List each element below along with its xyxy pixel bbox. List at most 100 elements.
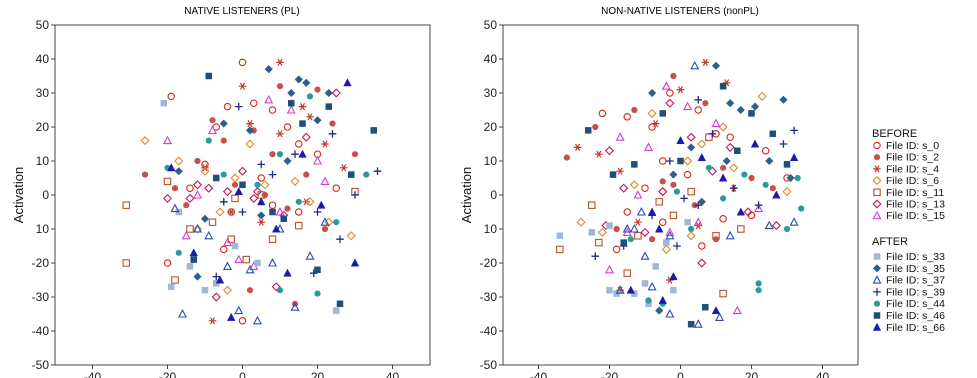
data-point bbox=[192, 224, 203, 233]
data-point bbox=[748, 110, 755, 117]
y-tick-label: 10 bbox=[36, 154, 50, 168]
data-point bbox=[631, 161, 638, 168]
data-point bbox=[683, 156, 693, 166]
data-point bbox=[556, 245, 564, 254]
series-file-id-s-4 bbox=[573, 58, 738, 294]
data-point bbox=[331, 88, 341, 98]
data-point bbox=[640, 251, 650, 260]
data-point bbox=[659, 110, 666, 117]
data-point bbox=[729, 184, 738, 192]
data-point bbox=[160, 99, 167, 107]
data-point bbox=[620, 239, 627, 246]
data-point bbox=[238, 208, 247, 216]
data-point bbox=[609, 171, 617, 178]
legend-label: File ID: s_66 bbox=[886, 322, 945, 334]
data-point bbox=[615, 132, 625, 141]
y-tick-label: 0 bbox=[490, 188, 497, 202]
data-point bbox=[636, 207, 646, 216]
data-point bbox=[286, 105, 296, 114]
legend-item: File ID: s_44 bbox=[873, 298, 945, 310]
data-point bbox=[711, 306, 721, 315]
data-point bbox=[694, 96, 703, 104]
data-point bbox=[336, 300, 344, 308]
data-point bbox=[373, 167, 382, 175]
data-point bbox=[177, 309, 188, 318]
legend-label: File ID: s_33 bbox=[886, 251, 945, 263]
data-point bbox=[658, 218, 667, 226]
data-point bbox=[257, 174, 265, 182]
data-point bbox=[755, 287, 762, 294]
data-point bbox=[294, 75, 303, 84]
y-tick-label: 40 bbox=[36, 52, 50, 66]
data-point bbox=[332, 184, 340, 192]
data-point bbox=[276, 130, 284, 138]
data-point bbox=[329, 120, 336, 127]
data-point bbox=[655, 306, 664, 315]
legend-label: File ID: s_4 bbox=[886, 163, 939, 175]
data-point bbox=[598, 109, 607, 118]
data-point bbox=[719, 164, 727, 171]
data-point bbox=[663, 239, 670, 246]
data-point bbox=[658, 157, 667, 165]
series-file-id-s-15 bbox=[604, 81, 764, 315]
data-point bbox=[302, 78, 311, 87]
data-point bbox=[192, 190, 203, 199]
legend-marker bbox=[872, 275, 882, 284]
data-point bbox=[211, 292, 221, 302]
legend-item: File ID: s_11 bbox=[873, 187, 944, 199]
data-point bbox=[655, 198, 663, 206]
data-point bbox=[640, 227, 650, 237]
data-point bbox=[200, 166, 210, 176]
data-point bbox=[705, 164, 713, 171]
data-point bbox=[328, 130, 337, 138]
data-point bbox=[220, 245, 228, 254]
data-point bbox=[324, 88, 333, 98]
data-point bbox=[171, 185, 179, 192]
data-point bbox=[573, 143, 582, 152]
data-point bbox=[757, 91, 767, 101]
data-point bbox=[313, 116, 322, 125]
data-point bbox=[779, 140, 788, 148]
data-point bbox=[317, 200, 326, 209]
data-point bbox=[186, 225, 194, 233]
legend-item: File ID: s_4 bbox=[873, 163, 939, 175]
data-point bbox=[237, 166, 248, 176]
data-point bbox=[261, 191, 269, 199]
data-point bbox=[351, 151, 359, 158]
data-point bbox=[686, 231, 696, 241]
data-point bbox=[726, 99, 735, 108]
series-file-id-s-35 bbox=[174, 65, 333, 281]
y-tick-label: 0 bbox=[42, 188, 49, 202]
legend-marker bbox=[872, 176, 882, 186]
legend-marker bbox=[873, 165, 881, 173]
data-point bbox=[711, 118, 721, 128]
data-point bbox=[268, 201, 277, 209]
data-point bbox=[250, 99, 258, 107]
data-point bbox=[783, 225, 791, 233]
data-point bbox=[181, 230, 191, 240]
data-point bbox=[283, 123, 292, 131]
y-tick-label: 50 bbox=[484, 18, 498, 32]
data-point bbox=[761, 147, 770, 155]
y-tick-label: -20 bbox=[480, 256, 498, 270]
data-point bbox=[186, 263, 194, 270]
data-point bbox=[719, 82, 727, 90]
data-point bbox=[726, 133, 734, 141]
data-point bbox=[162, 135, 173, 145]
legend-marker bbox=[872, 199, 882, 209]
data-point bbox=[268, 235, 277, 243]
data-point bbox=[651, 119, 660, 128]
series-file-id-s-46 bbox=[190, 72, 377, 308]
data-point bbox=[312, 156, 323, 165]
data-point bbox=[741, 171, 748, 178]
y-tick-label: -20 bbox=[32, 256, 50, 270]
data-point bbox=[645, 297, 652, 304]
data-point bbox=[163, 259, 172, 267]
y-tick-label: -50 bbox=[480, 358, 498, 372]
legend-before-heading: BEFORE bbox=[872, 128, 917, 140]
data-point bbox=[370, 127, 377, 134]
data-point bbox=[669, 211, 678, 220]
legend-label: File ID: s_2 bbox=[886, 152, 939, 164]
data-point bbox=[186, 184, 194, 192]
